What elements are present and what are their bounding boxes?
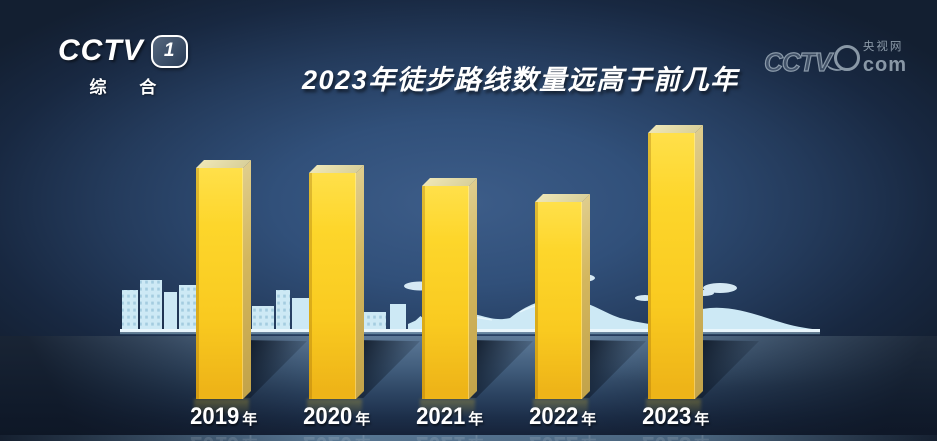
bar-side-face — [356, 165, 364, 399]
year-label: 2022 年 — [507, 403, 617, 431]
bar-reflection — [420, 399, 475, 417]
year-label: 2020 年 — [281, 403, 391, 431]
cctv1-logo: CCTV 1 综 合 — [58, 34, 188, 98]
year-suffix: 年 — [468, 433, 483, 441]
year-suffix: 年 — [242, 411, 258, 428]
year-label: 2019 年 — [168, 403, 278, 431]
bar-2021 — [422, 178, 477, 399]
floor-bottom-glow — [0, 435, 937, 441]
year-suffix: 年 — [694, 433, 709, 441]
cctv-ring-icon — [831, 44, 861, 75]
year-digits: 2023 — [641, 403, 692, 430]
bar-side-face — [582, 194, 590, 399]
cctv-wordmark: CCTV — [58, 34, 144, 67]
bar-2022 — [535, 194, 590, 399]
year-digits: 2019 — [190, 430, 239, 441]
channel-subtitle: 综 合 — [89, 78, 171, 97]
bar-front-face — [196, 168, 243, 399]
year-suffix: 年 — [694, 411, 710, 428]
bar-reflection — [533, 399, 588, 417]
watermark-domain: com — [862, 53, 907, 76]
year-suffix: 年 — [581, 433, 596, 441]
year-digits: 2021 — [416, 430, 465, 441]
year-digits: 2022 — [529, 430, 578, 441]
year-digits: 2019 — [189, 403, 240, 430]
year-suffix: 年 — [242, 433, 257, 441]
bar-front-face — [648, 133, 695, 399]
channel-1-badge: 1 — [150, 34, 188, 68]
bar-2020 — [309, 165, 364, 399]
year-digits: 2020 — [303, 430, 352, 441]
year-digits: 2023 — [642, 430, 691, 441]
bar-reflection — [307, 399, 362, 417]
bar-reflection — [646, 399, 701, 417]
year-suffix: 年 — [355, 433, 370, 441]
year-suffix: 年 — [468, 411, 484, 428]
chart-title: 2023年徒步路线数量远高于前几年 — [302, 65, 739, 95]
bar-2023 — [648, 125, 703, 399]
cctv-com-watermark: CCTV 央视网 com — [763, 41, 907, 77]
bar-side-face — [469, 178, 477, 399]
year-suffix: 年 — [355, 411, 371, 428]
bar-side-face — [243, 160, 251, 399]
year-suffix: 年 — [581, 411, 597, 428]
bar-side-face — [695, 125, 703, 399]
bar-2019 — [196, 160, 251, 399]
watermark-wordmark: CCTV — [763, 46, 832, 77]
bar-reflection — [194, 399, 249, 417]
year-digits: 2020 — [302, 403, 353, 430]
year-digits: 2022 — [528, 403, 579, 430]
bar-front-face — [422, 186, 469, 399]
year-label: 2021 年 — [394, 403, 504, 431]
year-label-reflection: 2023年 — [620, 430, 730, 441]
year-label: 2023 年 — [620, 403, 730, 431]
year-digits: 2021 — [415, 403, 466, 430]
bar-front-face — [535, 202, 582, 399]
bar-front-face — [309, 173, 356, 399]
channel-number: 1 — [163, 40, 175, 61]
watermark-site-name: 央视网 — [862, 41, 904, 53]
